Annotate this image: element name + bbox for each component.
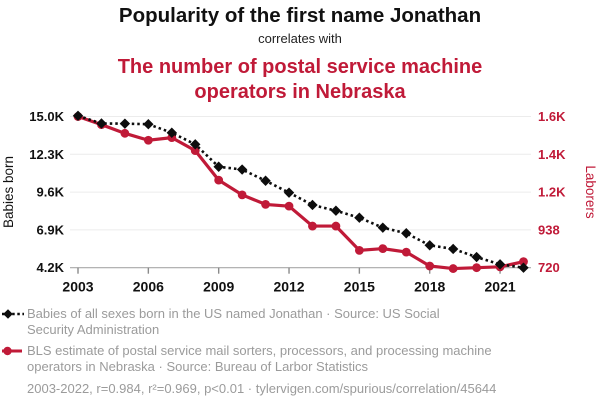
left-axis-title: Babies born <box>1 156 16 228</box>
right-axis-title: Laborers <box>583 165 598 219</box>
circle-marker <box>331 221 341 231</box>
diamond-marker <box>119 118 131 129</box>
left-tick-label: 4.2K <box>37 260 65 275</box>
circle-marker <box>354 245 364 255</box>
right-tick-label: 938 <box>538 222 560 237</box>
circle-marker <box>214 175 224 185</box>
circle-marker <box>120 128 130 138</box>
diamond-marker <box>471 251 482 263</box>
circle-marker <box>190 146 200 156</box>
circle-marker <box>401 247 411 257</box>
right-tick-label: 1.4K <box>538 147 566 162</box>
chart-title: Popularity of the first name Jonathan <box>118 4 482 27</box>
diamond-marker <box>518 262 529 273</box>
diamond-marker <box>424 240 435 251</box>
diamond-marker <box>307 199 318 211</box>
black-diamond-dashed-marker-icon <box>2 308 24 319</box>
circle-marker <box>237 190 247 200</box>
diamond-marker <box>354 212 365 223</box>
diamond-marker <box>143 119 154 130</box>
chart-subtitle-line-2: operators in Nebraska <box>194 81 406 103</box>
diamond-marker <box>401 228 412 239</box>
stats-and-source-url: 2003-2022, r=0.984, r²=0.969, p<0.01 · t… <box>27 381 497 396</box>
left-tick-label: 6.9K <box>37 222 65 237</box>
circle-marker <box>378 244 388 254</box>
left-tick-label: 12.3K <box>29 147 64 162</box>
right-tick-label: 1.6K <box>538 109 566 124</box>
left-tick-label: 9.6K <box>37 185 65 200</box>
circle-marker <box>472 263 482 273</box>
circle-marker <box>425 261 435 271</box>
right-tick-label: 720 <box>538 260 560 275</box>
diamond-marker <box>213 161 224 172</box>
x-tick-label: 2003 <box>62 279 93 295</box>
left-tick-label: 15.0K <box>29 109 64 124</box>
correlation-line-chart: 2003 2006 2009 2012 2015 2018 2021 15.0K 12.3K 9.… <box>1 109 598 295</box>
legend-item-laborers: BLS estimate of postal service mail sort… <box>2 343 598 374</box>
diamond-marker <box>330 205 342 216</box>
circle-marker <box>143 135 153 145</box>
circle-marker <box>284 201 294 211</box>
legend-label-jonathan: Babies of all sexes born in the US named… <box>27 306 440 337</box>
chart-subtitle: The number of postal service machine ope… <box>0 55 600 105</box>
x-tick-label: 2009 <box>203 279 234 295</box>
circle-marker <box>308 221 317 231</box>
diamond-marker <box>283 187 295 198</box>
circle-marker <box>448 264 458 273</box>
right-tick-label: 1.2K <box>538 185 566 200</box>
red-circle-solid-marker-icon <box>2 346 22 355</box>
x-tick-label: 2012 <box>273 279 304 295</box>
legend-item-jonathan: Babies of all sexes born in the US named… <box>2 306 598 337</box>
chart-connector-text: correlates with <box>258 31 342 46</box>
chart-subtitle-line-1: The number of postal service machine <box>117 56 483 78</box>
diamond-marker <box>190 139 201 150</box>
x-tick-label: 2021 <box>484 279 515 295</box>
diamond-marker <box>96 118 107 129</box>
circle-marker <box>519 257 528 267</box>
diamond-marker <box>166 127 177 138</box>
diamond-marker <box>377 222 389 233</box>
diamond-marker <box>236 164 248 175</box>
x-tick-label: 2015 <box>344 279 375 295</box>
legend-label-laborers: BLS estimate of postal service mail sort… <box>27 343 492 374</box>
x-tick-label: 2006 <box>133 279 164 295</box>
diamond-marker <box>260 175 271 186</box>
circle-marker <box>261 200 270 209</box>
x-tick-label: 2018 <box>414 279 445 295</box>
diamond-marker <box>447 243 459 255</box>
